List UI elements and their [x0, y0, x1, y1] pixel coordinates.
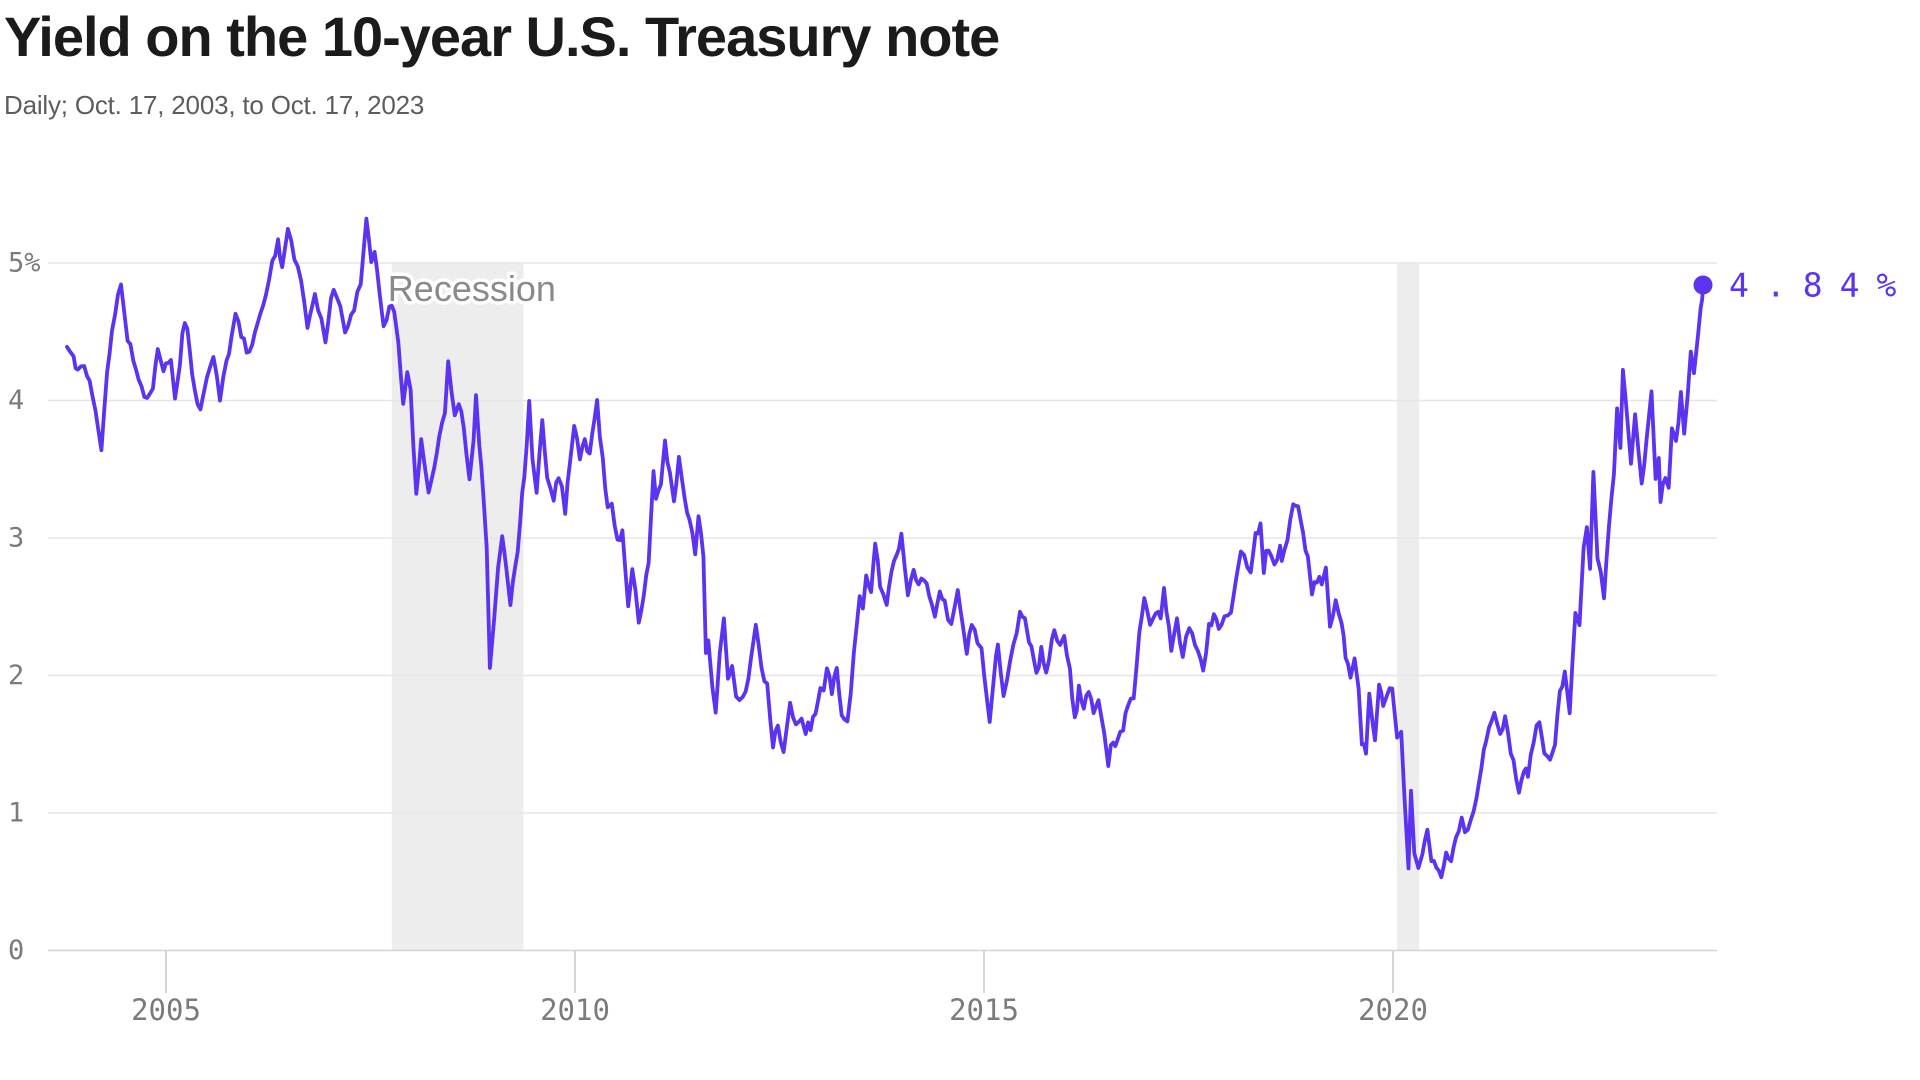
x-tick-label-2010: 2010 — [540, 993, 610, 1027]
chart-title: Yield on the 10-year U.S. Treasury note — [4, 5, 1000, 68]
recession-label: Recession — [388, 268, 556, 309]
recession-bands — [391, 263, 1420, 951]
y-tick-label-1: 1 — [8, 798, 24, 829]
x-tick-label-2020: 2020 — [1358, 993, 1428, 1027]
latest-value-label: 4.84% — [1729, 266, 1913, 305]
x-tick-label-2005: 2005 — [131, 993, 201, 1027]
y-tick-label-2: 2 — [8, 660, 24, 691]
y-tick-label-0: 0 — [8, 935, 24, 966]
x-axis-ticks — [165, 951, 1394, 993]
y-tick-label-5: 5% — [8, 248, 41, 279]
chart-header: Yield on the 10-year U.S. Treasury note … — [4, 0, 1000, 121]
x-axis-labels: 2005 2010 2015 2020 — [131, 993, 1428, 1027]
y-tick-label-3: 3 — [8, 523, 24, 554]
y-tick-label-4: 4 — [8, 385, 24, 416]
yield-line — [65, 216, 1705, 880]
x-tick-label-2015: 2015 — [949, 993, 1019, 1027]
latest-point-dot — [1693, 275, 1713, 295]
y-gridlines — [48, 262, 1717, 952]
y-axis-labels: 0 1 2 3 4 5% — [8, 248, 41, 967]
chart-subtitle: Daily; Oct. 17, 2003, to Oct. 17, 2023 — [4, 89, 425, 120]
recession-band-0 — [391, 263, 524, 951]
